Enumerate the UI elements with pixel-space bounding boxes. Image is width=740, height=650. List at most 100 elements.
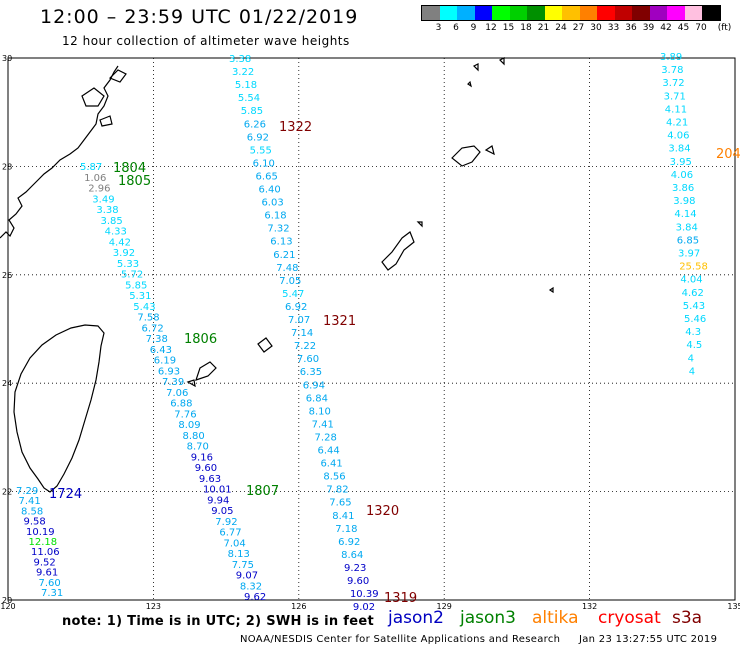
swh-value: 3.89 <box>660 52 682 63</box>
lat-tick-label: 26 <box>2 271 12 280</box>
legend-swatch <box>649 6 667 20</box>
credit-line: NOAA/NESDIS Center for Satellite Applica… <box>240 634 561 645</box>
swh-value: 6.40 <box>259 185 281 196</box>
swh-value: 7.92 <box>215 517 237 528</box>
legend-altika: altika <box>532 608 579 628</box>
legend-swatch <box>439 6 457 20</box>
pass-number: 1804 <box>113 161 146 176</box>
swh-value: 7.39 <box>162 377 184 388</box>
swh-value: 8.09 <box>178 420 200 431</box>
swh-value: 4.06 <box>667 131 689 142</box>
swh-value: 3.38 <box>229 54 251 65</box>
legend-jason2: jason2 <box>388 608 444 628</box>
track-jason3-1805: 5.871.062.963.493.383.854.334.423.925.33… <box>80 162 266 603</box>
swh-value: 8.32 <box>240 581 262 592</box>
swh-value: 9.07 <box>236 571 258 582</box>
legend-label: 9 <box>470 23 477 33</box>
swh-value: 10.01 <box>203 485 232 496</box>
swh-value: 7.41 <box>19 496 41 507</box>
swh-value: 7.82 <box>326 485 348 496</box>
altimeter-tracks: 3.38 3.22 5.18 5.54 5.85 6.26 6.92 5.55 6.10 6.65… <box>16 52 708 610</box>
swh-value: 7.28 <box>315 432 337 443</box>
legend-unit: (ft) <box>717 23 732 33</box>
swh-value: 5.72 <box>121 270 143 281</box>
swh-value: 7.65 <box>329 498 351 509</box>
swh-value: 5.43 <box>683 301 705 312</box>
swh-value: 3.78 <box>661 65 683 76</box>
swh-value: 6.92 <box>247 132 269 143</box>
swh-value: 8.58 <box>21 506 43 517</box>
track-jason2-1724: 7.297.418.589.5810.1912.1811.069.529.617… <box>16 486 63 599</box>
legend-swatch <box>492 6 510 20</box>
legend-label: 42 <box>660 23 672 33</box>
swh-value: 6.77 <box>219 528 241 539</box>
swh-value: 6.92 <box>338 537 360 548</box>
swh-value: 5.87 <box>80 162 102 173</box>
swh-value: 4 <box>689 366 695 377</box>
map-subtitle: 12 hour collection of altimeter wave hei… <box>62 34 350 48</box>
swh-value: 3.86 <box>672 183 694 194</box>
lat-tick-label: 28 <box>2 162 12 171</box>
legend-label: 33 <box>607 23 620 33</box>
swh-value: 8.56 <box>323 472 345 483</box>
legend-label: 6 <box>453 23 459 33</box>
wave-height-map: 3.38 3.22 5.18 5.54 5.85 6.26 6.92 5.55 6.10 6.65… <box>0 52 740 610</box>
lat-tick-label: 24 <box>2 379 12 388</box>
swh-value: 6.35 <box>300 367 322 378</box>
swh-value: 5.54 <box>238 93 260 104</box>
legend-swatch <box>544 6 562 20</box>
legend-label: 36 <box>625 23 637 33</box>
legend-label: 15 <box>502 23 515 33</box>
swh-value: 9.61 <box>36 568 58 579</box>
legend-swatch <box>702 6 720 20</box>
track-altika-204: 3.89 3.78 3.72 3.71 4.11 4.21 4.06 3.84 3.95 4.06… <box>660 52 708 377</box>
legend-label: 70 <box>695 23 707 33</box>
swh-value: 8.10 <box>309 406 331 417</box>
legend-s3a: s3a <box>672 608 703 628</box>
legend-label: 21 <box>537 23 550 33</box>
map-frame <box>7 57 736 601</box>
track-s3a-1322: 3.38 3.22 5.18 5.54 5.85 6.26 6.92 5.55 6.10 6.65… <box>229 54 379 610</box>
swh-value: 3.97 <box>678 249 700 260</box>
swh-value: 7.48 <box>276 263 298 274</box>
swh-value: 7.14 <box>291 328 313 339</box>
swh-value: 4.5 <box>686 340 702 351</box>
swh-value: 6.41 <box>320 459 342 470</box>
swh-value: 4 <box>688 353 694 364</box>
swh-value: 11.06 <box>31 547 60 558</box>
legend-label: 3 <box>435 23 442 33</box>
pass-number: 204 <box>716 147 740 162</box>
legend-swatch <box>527 6 545 20</box>
swh-value: 6.13 <box>270 237 292 248</box>
swh-value: 9.60 <box>347 576 369 587</box>
swh-value: 7.31 <box>41 588 63 599</box>
swh-value: 12.18 <box>29 537 58 548</box>
legend-swatch <box>632 6 650 20</box>
mainland-coast <box>0 65 119 239</box>
legend-label: 24 <box>555 23 567 33</box>
swh-value: 7.22 <box>294 341 316 352</box>
swh-value: 5.31 <box>129 291 151 302</box>
swh-value: 9.16 <box>191 452 213 463</box>
color-legend: 3 6 9 12 15 18 21 24 27 30 33 36 39 42 45 70 (ft) <box>421 5 731 33</box>
lat-tick-label: 30 <box>2 54 12 63</box>
swh-value: 4.04 <box>680 275 702 286</box>
swh-value: 6.10 <box>253 158 275 169</box>
swh-value: 4.3 <box>685 327 701 338</box>
swh-value: 6.18 <box>264 211 286 222</box>
swh-value: 3.49 <box>92 194 114 205</box>
swh-value: 8.80 <box>183 431 205 442</box>
swh-value: 6.19 <box>154 356 176 367</box>
swh-value: 7.60 <box>297 354 319 365</box>
swh-value: 7.38 <box>146 334 168 345</box>
swh-value: 6.93 <box>158 366 180 377</box>
swh-value: 9.05 <box>211 506 233 517</box>
swh-value: 6.44 <box>318 446 340 457</box>
legend-cryosat: cryosat <box>598 608 661 628</box>
legend-jason3: jason3 <box>460 608 516 628</box>
swh-value: 3.95 <box>670 157 692 168</box>
swh-value: 10.39 <box>350 589 379 600</box>
swh-value: 7.60 <box>39 578 61 589</box>
legend-swatch <box>422 6 440 20</box>
